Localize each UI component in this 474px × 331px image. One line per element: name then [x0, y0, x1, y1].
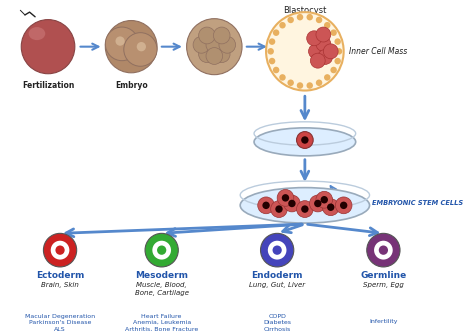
Circle shape — [335, 58, 341, 64]
Circle shape — [324, 74, 330, 81]
Circle shape — [279, 74, 286, 81]
Circle shape — [309, 44, 323, 59]
Circle shape — [157, 246, 166, 255]
Circle shape — [273, 67, 279, 73]
Text: Brain, Skin: Brain, Skin — [41, 282, 79, 288]
Text: Inner Cell Mass: Inner Cell Mass — [349, 47, 408, 56]
Circle shape — [373, 240, 393, 260]
Circle shape — [316, 36, 331, 51]
Circle shape — [316, 191, 333, 208]
Circle shape — [124, 33, 157, 66]
Text: Germline: Germline — [360, 271, 407, 280]
Circle shape — [301, 205, 309, 213]
Ellipse shape — [28, 27, 46, 40]
Circle shape — [273, 246, 282, 255]
Text: Fertilization: Fertilization — [22, 81, 74, 90]
Circle shape — [50, 240, 70, 260]
Circle shape — [105, 27, 138, 61]
Circle shape — [316, 79, 322, 86]
Circle shape — [324, 22, 330, 28]
Circle shape — [193, 36, 210, 53]
Circle shape — [277, 189, 294, 206]
Ellipse shape — [21, 20, 75, 74]
Circle shape — [279, 22, 286, 28]
Circle shape — [152, 240, 172, 260]
Circle shape — [297, 201, 313, 217]
Circle shape — [297, 132, 313, 148]
Circle shape — [213, 27, 230, 44]
Circle shape — [269, 38, 275, 45]
Circle shape — [330, 67, 337, 73]
Circle shape — [261, 233, 294, 267]
Circle shape — [288, 200, 296, 207]
Text: Embryo: Embryo — [115, 81, 147, 90]
Ellipse shape — [254, 128, 356, 156]
Circle shape — [297, 82, 303, 89]
Circle shape — [335, 197, 352, 214]
Circle shape — [340, 202, 347, 209]
Text: Muscle, Blood,
Bone, Cartilage: Muscle, Blood, Bone, Cartilage — [135, 282, 189, 296]
Circle shape — [327, 204, 335, 211]
Circle shape — [335, 38, 341, 45]
Circle shape — [330, 29, 337, 36]
Circle shape — [297, 14, 303, 21]
Circle shape — [310, 195, 326, 212]
Circle shape — [379, 246, 388, 255]
Circle shape — [282, 194, 289, 202]
Circle shape — [287, 79, 294, 86]
Circle shape — [307, 31, 321, 46]
Circle shape — [266, 12, 344, 91]
Text: Lung, Gut, Liver: Lung, Gut, Liver — [249, 282, 305, 288]
Circle shape — [206, 48, 223, 65]
Circle shape — [316, 17, 322, 23]
Circle shape — [307, 14, 313, 21]
Circle shape — [116, 36, 125, 46]
Text: Endoderm: Endoderm — [251, 271, 303, 280]
Circle shape — [320, 196, 328, 204]
Text: Macular Degeneration
Parkinson's Disease
ALS: Macular Degeneration Parkinson's Disease… — [25, 313, 95, 331]
Text: COPD
Diabetes
Cirrhosis: COPD Diabetes Cirrhosis — [263, 313, 291, 331]
Circle shape — [267, 48, 274, 55]
Text: Infertility: Infertility — [369, 319, 398, 324]
Circle shape — [55, 246, 64, 255]
Text: EMBRYONIC STEM CELLS: EMBRYONIC STEM CELLS — [372, 201, 464, 207]
Circle shape — [301, 136, 309, 144]
Circle shape — [269, 58, 275, 64]
Circle shape — [206, 36, 223, 53]
Circle shape — [145, 233, 178, 267]
Circle shape — [187, 19, 242, 75]
Circle shape — [322, 199, 339, 215]
Circle shape — [105, 21, 157, 73]
Circle shape — [273, 29, 279, 36]
Text: Ectoderm: Ectoderm — [36, 271, 84, 280]
Circle shape — [199, 27, 215, 44]
Circle shape — [314, 200, 321, 207]
Circle shape — [275, 205, 283, 213]
Circle shape — [307, 82, 313, 89]
Circle shape — [318, 49, 333, 65]
Circle shape — [219, 36, 236, 53]
Circle shape — [263, 202, 270, 209]
Text: Mesoderm: Mesoderm — [135, 271, 188, 280]
Text: Heart Failure
Anemia, Leukemia
Arthritis, Bone Fracture: Heart Failure Anemia, Leukemia Arthritis… — [125, 313, 198, 331]
Circle shape — [199, 46, 215, 63]
Circle shape — [271, 201, 287, 217]
Circle shape — [310, 53, 325, 68]
Ellipse shape — [240, 188, 370, 223]
Circle shape — [316, 27, 331, 42]
Circle shape — [283, 195, 300, 212]
Circle shape — [44, 233, 77, 267]
Circle shape — [267, 240, 287, 260]
Circle shape — [137, 42, 146, 51]
Circle shape — [336, 48, 342, 55]
Circle shape — [258, 197, 274, 214]
Circle shape — [287, 17, 294, 23]
Circle shape — [213, 46, 230, 63]
Text: Sperm, Egg: Sperm, Egg — [363, 282, 404, 288]
Circle shape — [367, 233, 400, 267]
Text: Blastocyst: Blastocyst — [283, 6, 327, 15]
Circle shape — [323, 44, 338, 59]
